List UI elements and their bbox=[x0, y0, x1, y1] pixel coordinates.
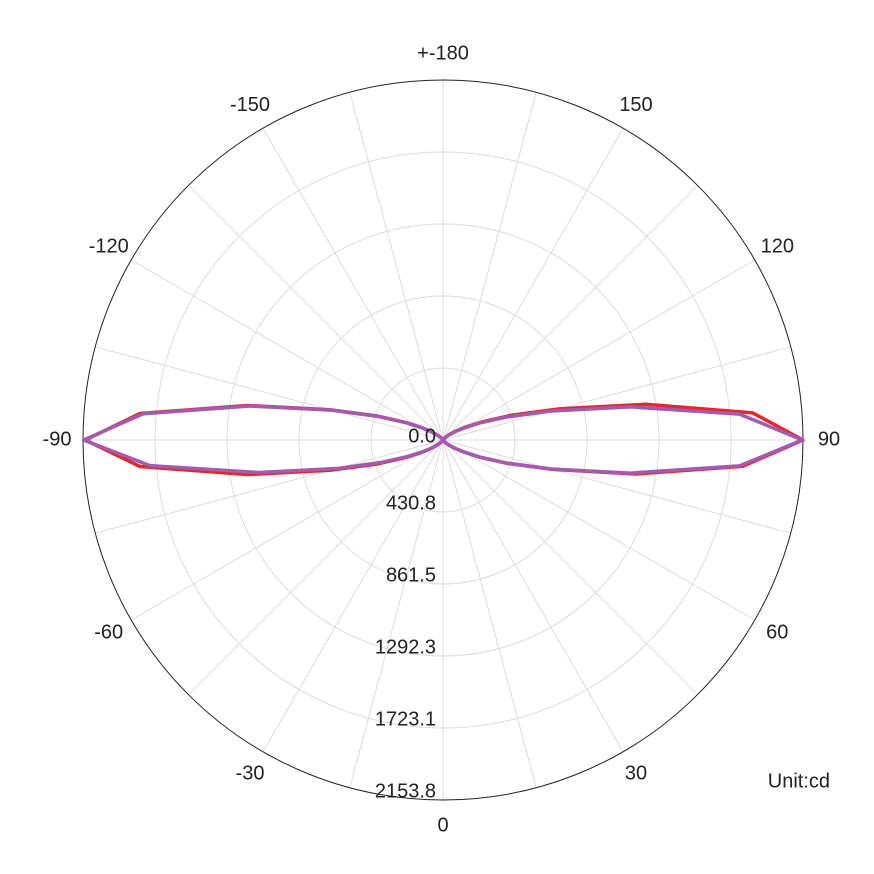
grid-spoke bbox=[188, 185, 444, 441]
radial-tick-label: 430.8 bbox=[386, 492, 436, 514]
angle-tick-label: -150 bbox=[230, 94, 270, 116]
angle-tick-label: 120 bbox=[761, 235, 794, 257]
grid-spoke bbox=[442, 439, 756, 621]
grid-spoke bbox=[442, 92, 537, 441]
grid-spoke bbox=[95, 439, 444, 534]
angle-tick-label: -90 bbox=[43, 428, 72, 450]
grid-spoke bbox=[349, 439, 444, 788]
angle-tick-label: 30 bbox=[625, 763, 647, 785]
radial-tick-label: 2153.8 bbox=[375, 780, 436, 802]
grid-spoke bbox=[188, 439, 444, 695]
grid-spoke bbox=[442, 185, 698, 441]
angle-tick-label: +-180 bbox=[417, 42, 469, 64]
grid-spoke bbox=[442, 127, 624, 441]
grid-spoke bbox=[442, 439, 698, 695]
radial-tick-label: 1292.3 bbox=[375, 636, 436, 658]
grid-spoke bbox=[442, 439, 537, 788]
radial-tick-label: 0.0 bbox=[408, 425, 436, 447]
grid-spoke bbox=[130, 259, 444, 441]
grid-spoke bbox=[95, 346, 444, 441]
series-line bbox=[81, 404, 805, 475]
angle-tick-label: 60 bbox=[766, 621, 788, 643]
grid-spoke bbox=[442, 439, 791, 534]
grid-spoke bbox=[130, 439, 444, 621]
angle-tick-label: -30 bbox=[236, 763, 265, 785]
unit-label: Unit:cd bbox=[768, 770, 830, 792]
grid-spoke bbox=[442, 439, 624, 753]
angle-tick-label: 150 bbox=[619, 94, 652, 116]
radial-tick-label: 1723.1 bbox=[375, 708, 436, 730]
angle-tick-label: 0 bbox=[437, 814, 448, 836]
angle-tick-label: -60 bbox=[94, 621, 123, 643]
grid-spoke bbox=[442, 346, 791, 441]
grid-spoke bbox=[349, 92, 444, 441]
angle-tick-label: 90 bbox=[818, 428, 840, 450]
grid-spoke bbox=[262, 439, 444, 753]
angle-tick-label: -120 bbox=[89, 235, 129, 257]
grid-spoke bbox=[262, 127, 444, 441]
radial-tick-label: 861.5 bbox=[386, 564, 436, 586]
grid-spoke bbox=[442, 259, 756, 441]
